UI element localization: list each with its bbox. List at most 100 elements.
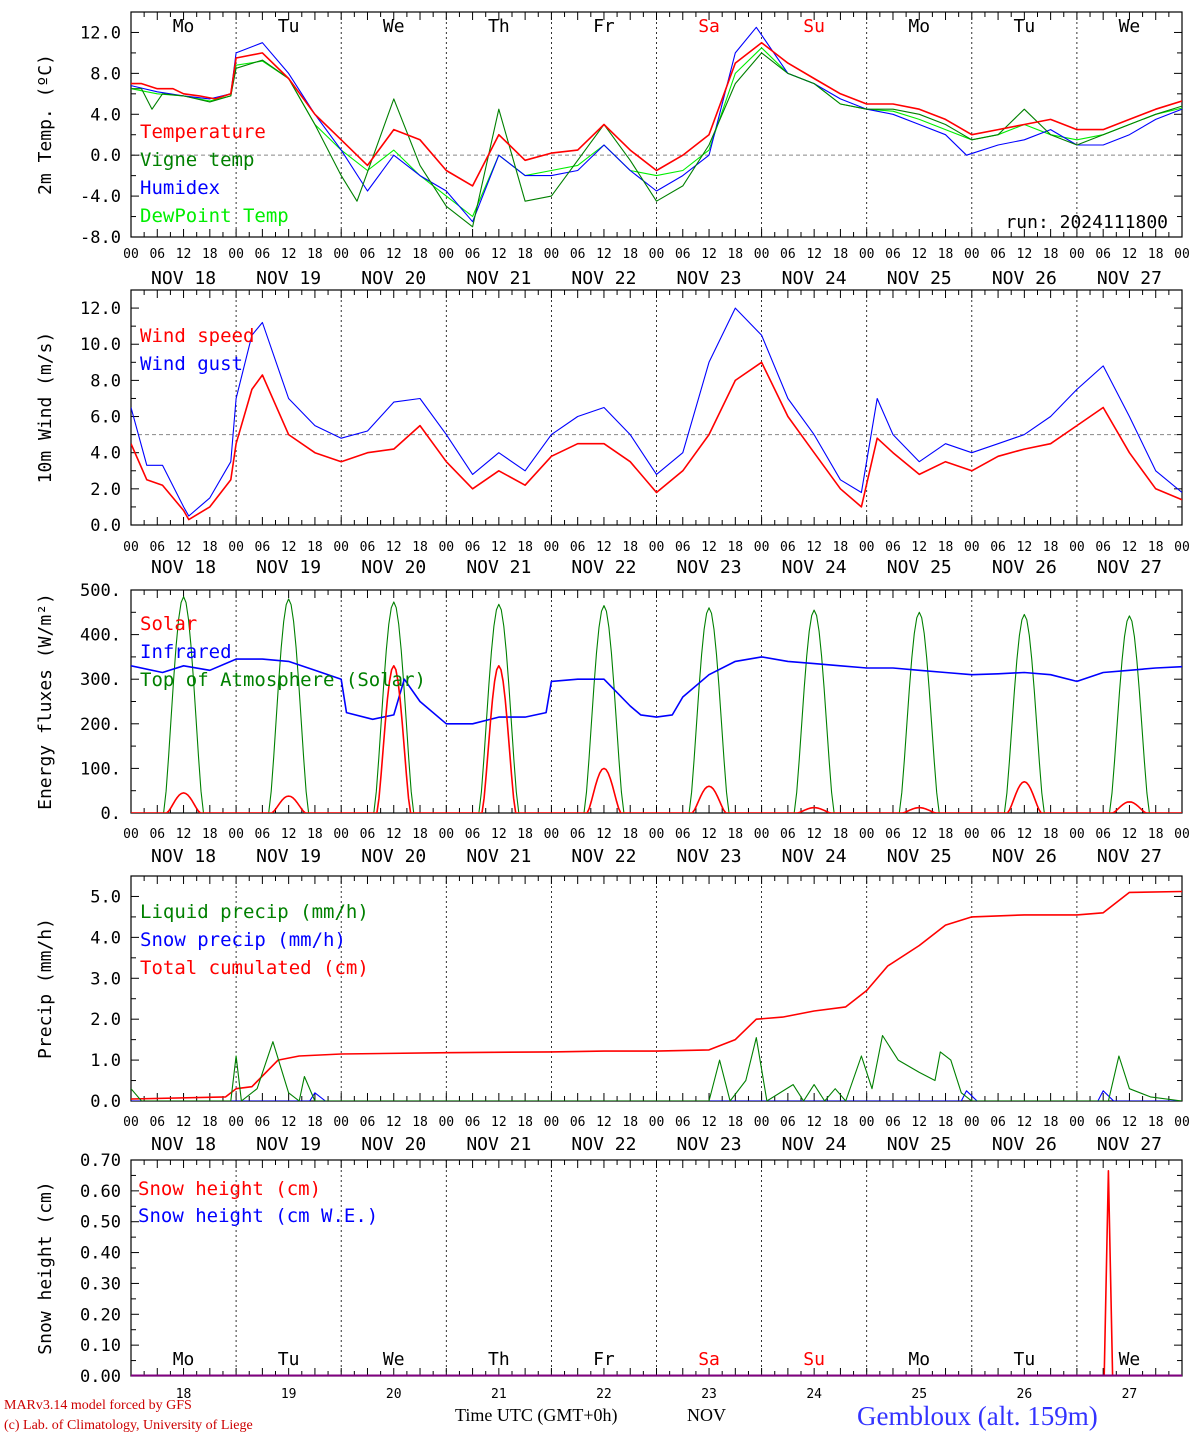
date-label: NOV 26 bbox=[992, 268, 1057, 289]
hour-tick-label: 18 bbox=[307, 1115, 323, 1130]
hour-tick-label: 18 bbox=[202, 540, 218, 555]
hour-tick-label: 00 bbox=[228, 540, 244, 555]
legend-liquid-precip-mm-h: Liquid precip (mm/h) bbox=[140, 901, 369, 923]
hour-tick-label: 12 bbox=[701, 1115, 717, 1130]
hour-tick-label: 18 bbox=[517, 247, 533, 262]
hour-tick-label: 06 bbox=[149, 827, 165, 842]
date-label: NOV 24 bbox=[782, 846, 847, 867]
hour-tick-label: 12 bbox=[281, 247, 297, 262]
hour-tick-label: 18 bbox=[1043, 827, 1059, 842]
hour-tick-label: 00 bbox=[754, 247, 770, 262]
date-label: NOV 19 bbox=[256, 268, 321, 289]
hour-tick-label: 12 bbox=[911, 540, 927, 555]
day-number-label: 25 bbox=[911, 1387, 927, 1402]
hour-tick-label: 06 bbox=[990, 827, 1006, 842]
hour-tick-label: 00 bbox=[544, 247, 560, 262]
hour-tick-label: 12 bbox=[1122, 1115, 1138, 1130]
precip-y-tick-label: 5.0 bbox=[90, 887, 121, 907]
hour-tick-label: 00 bbox=[228, 827, 244, 842]
hour-tick-label: 06 bbox=[360, 1115, 376, 1130]
date-label: NOV 21 bbox=[466, 268, 531, 289]
hour-tick-label: 06 bbox=[780, 1115, 796, 1130]
hour-tick-label: 00 bbox=[1174, 247, 1190, 262]
temp-y-tick-label: 0.0 bbox=[90, 146, 121, 166]
hour-tick-label: 12 bbox=[596, 540, 612, 555]
date-label: NOV 26 bbox=[992, 557, 1057, 578]
footer-lab-credit: (c) Lab. of Climatology, University of L… bbox=[4, 1418, 253, 1433]
date-label: NOV 20 bbox=[361, 557, 426, 578]
hour-tick-label: 12 bbox=[386, 1115, 402, 1130]
hour-tick-label: 06 bbox=[990, 540, 1006, 555]
flux-y-tick-label: 200. bbox=[80, 715, 121, 735]
hour-tick-label: 18 bbox=[1043, 540, 1059, 555]
wind-y-tick-label: 0.0 bbox=[90, 516, 121, 536]
date-label: NOV 22 bbox=[571, 1134, 636, 1155]
hour-tick-label: 06 bbox=[780, 247, 796, 262]
hour-tick-label: 18 bbox=[517, 1115, 533, 1130]
time-axis-label: Time UTC (GMT+0h) bbox=[455, 1405, 618, 1425]
hour-tick-label: 12 bbox=[281, 540, 297, 555]
hour-tick-label: 12 bbox=[176, 827, 192, 842]
hour-tick-label: 00 bbox=[333, 247, 349, 262]
hour-tick-label: 06 bbox=[885, 540, 901, 555]
hour-tick-label: 00 bbox=[544, 540, 560, 555]
hour-tick-label: 18 bbox=[202, 1115, 218, 1130]
series-line-vigne-temp bbox=[131, 52, 1182, 228]
hour-tick-label: 00 bbox=[123, 827, 139, 842]
weekday-label: Mo bbox=[173, 1349, 195, 1370]
hour-tick-label: 12 bbox=[596, 247, 612, 262]
hour-tick-label: 06 bbox=[885, 1115, 901, 1130]
date-label: NOV 19 bbox=[256, 846, 321, 867]
hour-tick-label: 00 bbox=[123, 540, 139, 555]
hour-tick-label: 12 bbox=[176, 247, 192, 262]
flux-series-group bbox=[131, 596, 1182, 813]
hour-tick-label: 00 bbox=[228, 247, 244, 262]
date-label: NOV 22 bbox=[571, 268, 636, 289]
hour-tick-label: 12 bbox=[1017, 1115, 1033, 1130]
hour-tick-label: 18 bbox=[412, 247, 428, 262]
hour-tick-label: 12 bbox=[806, 247, 822, 262]
wind-series-group bbox=[131, 307, 1182, 521]
series-line-total-cumulated-cm bbox=[131, 890, 1182, 1100]
hour-tick-label: 06 bbox=[149, 540, 165, 555]
hour-tick-label: 06 bbox=[675, 827, 691, 842]
hour-tick-label: 18 bbox=[622, 827, 638, 842]
hour-tick-label: 00 bbox=[859, 247, 875, 262]
hour-tick-label: 18 bbox=[412, 827, 428, 842]
weekday-label: Su bbox=[803, 16, 825, 37]
hour-tick-label: 18 bbox=[517, 540, 533, 555]
legend-temperature: Temperature bbox=[140, 121, 266, 143]
hour-tick-label: 06 bbox=[570, 827, 586, 842]
temp-y-tick-label: 4.0 bbox=[90, 105, 121, 125]
weekday-label: We bbox=[1119, 16, 1141, 37]
wind-y-axis-label: 10m Wind (m/s) bbox=[35, 332, 56, 484]
date-label: NOV 20 bbox=[361, 1134, 426, 1155]
precip-y-tick-label: 0.0 bbox=[90, 1092, 121, 1112]
date-label: NOV 25 bbox=[887, 557, 952, 578]
hour-tick-label: 00 bbox=[438, 827, 454, 842]
hour-tick-label: 18 bbox=[202, 827, 218, 842]
hour-tick-label: 18 bbox=[833, 827, 849, 842]
day-number-label: 18 bbox=[176, 1387, 192, 1402]
hour-tick-label: 06 bbox=[675, 247, 691, 262]
hour-tick-label: 00 bbox=[964, 827, 980, 842]
hour-tick-label: 06 bbox=[465, 827, 481, 842]
snow-y-tick-label: 0.40 bbox=[80, 1244, 121, 1264]
hour-tick-label: 00 bbox=[123, 1115, 139, 1130]
date-label: NOV 21 bbox=[466, 557, 531, 578]
date-label: NOV 21 bbox=[466, 846, 531, 867]
flux-y-tick-label: 500. bbox=[80, 581, 121, 601]
hour-tick-label: 00 bbox=[859, 1115, 875, 1130]
hour-tick-label: 06 bbox=[990, 1115, 1006, 1130]
hour-tick-label: 06 bbox=[255, 540, 271, 555]
panel-flux: 500. 400. 300. 200. 100. 0. Energy fluxes (W/m… bbox=[35, 581, 1190, 867]
hour-tick-label: 06 bbox=[255, 1115, 271, 1130]
legend-humidex: Humidex bbox=[140, 177, 220, 199]
weekday-label: Tu bbox=[1014, 1349, 1036, 1370]
hour-tick-label: 00 bbox=[333, 827, 349, 842]
hour-tick-label: 00 bbox=[1174, 540, 1190, 555]
snow-y-tick-label: 0.70 bbox=[80, 1151, 121, 1171]
hour-tick-label: 00 bbox=[228, 1115, 244, 1130]
hour-tick-label: 06 bbox=[360, 540, 376, 555]
hour-tick-label: 06 bbox=[675, 1115, 691, 1130]
